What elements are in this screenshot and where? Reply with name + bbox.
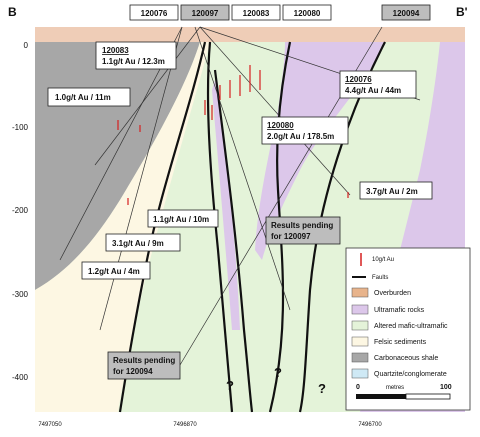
scale-end: 100 [440,384,452,391]
drill-hole [194,26,291,311]
legend: 10g/t Au Faults Overburden Ultramafic ro… [345,247,471,411]
hole-label: 120080 [294,9,321,18]
pending-box [265,216,341,245]
hole-label: 120083 [243,9,270,18]
depth-label: 0 [24,41,29,50]
annotation-text: 1.1g/t Au / 10m [153,215,209,224]
section-start: B [8,5,17,19]
hole-box [180,4,230,21]
fault [268,41,292,413]
annotation-box [95,41,177,70]
hole-box [129,4,179,21]
hole-box [381,4,431,21]
felsic [35,42,210,412]
pending-text: Results pending [113,356,175,365]
annotation-text: 3.1g/t Au / 9m [112,239,164,248]
pending-text: for 120094 [113,367,153,376]
drill-hole [99,26,183,331]
easting-label: 7496870 [173,422,197,428]
pending-text: Results pending [271,221,333,230]
legend-label: Faults [372,275,388,281]
unknown: ? [274,365,282,380]
hole-box [231,4,281,21]
legend-label: Altered mafic-ultramafic [374,323,448,330]
hole-box [282,4,332,21]
overburden [35,27,465,42]
annotation-hole: 120080 [267,121,294,130]
fault [213,69,254,413]
hole-label: 120076 [141,9,168,18]
assay-ticks [117,65,349,205]
fault [298,41,386,413]
annotation-text: 1.2g/t Au / 4m [88,267,140,276]
legend-label: 10g/t Au [372,257,394,263]
ultramafic [255,42,385,260]
annotation-text: 1.1g/t Au / 12.3m [102,57,165,66]
annotation-box [47,87,131,107]
unknown: ? [226,378,234,393]
annotation-text: 3.7g/t Au / 2m [366,187,418,196]
annotation-box [81,261,151,280]
legend-label: Overburden [374,290,411,297]
fault [206,41,234,413]
annotation-text: 4.4g/t Au / 44m [345,86,401,95]
hole-label: 120097 [192,9,219,18]
pending-box [107,351,181,380]
depth-label: -300 [12,290,29,299]
depth-axis: 0 -100 -200 -300 -400 [12,41,29,382]
legend-label: Ultramafic rocks [374,307,425,314]
depth-label: -400 [12,373,29,382]
hole-label: 120094 [393,9,420,18]
annotation-text: 2.0g/t Au / 178.5m [267,132,334,141]
drill-hole [199,26,351,196]
ultramafic [212,80,240,330]
hole-labels: 120076 120097 120083 120080 120094 [129,4,431,21]
annotation-box [261,116,349,145]
easting-label: 7497050 [38,422,62,428]
annotation-box [147,209,219,228]
easting-label: 7496700 [358,422,382,428]
annotation-box [339,70,417,99]
pending-text: for 120097 [271,232,311,241]
annotation-box [105,233,181,252]
depth-label: -100 [12,123,29,132]
annotation-hole: 120083 [102,46,129,55]
legend-label: Quartzite/conglomerate [374,371,447,378]
annotation-text: 1.0g/t Au / 11m [55,93,111,102]
legend-label: Carbonaceous shale [374,355,438,362]
drill-hole [94,26,201,166]
annotation-box [359,181,433,200]
legend-label: Felsic sediments [374,339,427,346]
scale-unit: metres [386,385,404,391]
scale-start: 0 [356,384,360,391]
section-end: B' [456,5,468,19]
depth-label: -200 [12,206,29,215]
unknown: ? [318,381,326,396]
annotation-hole: 120076 [345,75,372,84]
